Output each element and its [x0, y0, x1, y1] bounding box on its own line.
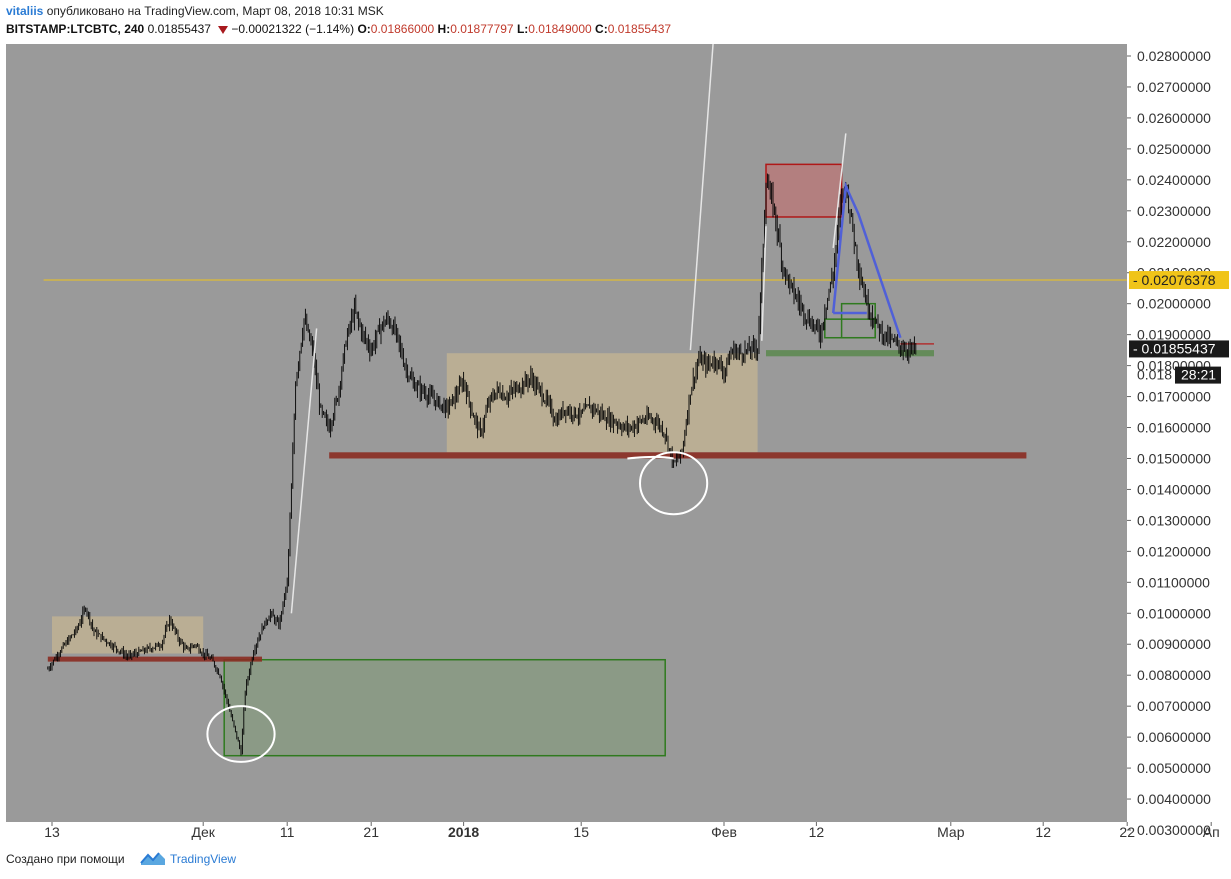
publication-info: опубликовано на TradingView.com, Март 08… — [43, 4, 384, 18]
price-mark-box-1 — [1129, 340, 1229, 358]
drawn-circle-0 — [206, 705, 276, 763]
x-tick-label-7: 12 — [809, 824, 825, 840]
x-tick-label-5: 15 — [573, 824, 589, 840]
created-with-label: Создано при помощи — [6, 852, 125, 866]
price-change: −0.00021322 (−1.14%) — [231, 22, 355, 36]
close-value: 0.01855437 — [607, 22, 672, 36]
drawn-white-line-1 — [689, 44, 714, 351]
drawn-circle-1 — [639, 451, 709, 516]
chart-header: vitaliis опубликовано на TradingView.com… — [0, 0, 1231, 44]
y-tick-label-21: 0.02400000 — [1137, 172, 1211, 188]
down-arrow-icon — [218, 25, 229, 34]
close-label: C: — [595, 22, 608, 36]
price-chart[interactable]: 0.00300000 0.00400000 0.00500000 0.00600000… — [0, 44, 1231, 843]
y-tick-label-7: 0.01000000 — [1137, 605, 1211, 621]
y-tick-label-25: 0.02800000 — [1137, 48, 1211, 64]
price-mark-box-0 — [1129, 271, 1229, 290]
y-tick-label-0: 0.00300000 — [1137, 822, 1211, 838]
y-tick-label-13: 0.01600000 — [1137, 420, 1211, 436]
y-tick-label-11: 0.01400000 — [1137, 481, 1211, 497]
x-tick-label-2: 11 — [280, 824, 295, 840]
x-tick-label-0: 13 — [44, 824, 60, 840]
y-tick-label-6: 0.00900000 — [1137, 636, 1211, 652]
low-value: 0.01849000 — [528, 22, 592, 36]
x-tick-label-3: 21 — [363, 824, 379, 840]
price-mark-box-3 — [1175, 366, 1221, 384]
y-tick-label-5: 0.00800000 — [1137, 667, 1211, 683]
last-price: 0.01855437 — [147, 22, 211, 36]
high-label: H: — [437, 22, 451, 36]
tradingview-link[interactable]: TradingView — [170, 852, 237, 866]
y-tick-label-16: 0.01900000 — [1137, 327, 1211, 343]
y-tick-label-2: 0.00500000 — [1137, 760, 1211, 776]
low-label: L: — [516, 22, 529, 36]
left-margin — [0, 44, 6, 822]
open-label: O: — [357, 22, 371, 36]
footer: Создано при помощи TradingView — [0, 843, 1231, 879]
y-tick-label-1: 0.00400000 — [1137, 791, 1211, 807]
drawn-white-line-3 — [832, 133, 847, 249]
price-mark-label-0: - 0.02076378 — [1133, 272, 1216, 288]
author-name[interactable]: vitaliis — [6, 4, 44, 18]
x-tick-label-4: 2018 — [448, 824, 479, 840]
zone-green-band-8 — [766, 350, 934, 357]
publication-line: vitaliis опубликовано на TradingView.com… — [6, 4, 384, 18]
y-tick-label-10: 0.01300000 — [1137, 512, 1211, 528]
zone-red-band-6 — [47, 656, 262, 662]
y-tick-label-24: 0.02700000 — [1137, 79, 1211, 95]
y-tick-label-12: 0.01500000 — [1137, 450, 1211, 466]
zone-green-box-3 — [223, 658, 666, 757]
y-tick-label-19: 0.02200000 — [1137, 234, 1211, 250]
zone-beige-1 — [446, 353, 758, 453]
tradingview-logo-icon — [140, 852, 165, 865]
x-tick-label-6: Фев — [711, 824, 737, 840]
ohlc-line: BITSTAMP:LTCBTC, 240 0.01855437 −0.00021… — [6, 22, 671, 36]
y-tick-label-9: 0.01200000 — [1137, 543, 1211, 559]
open-value: 0.01866000 — [370, 22, 435, 36]
y-tick-label-8: 0.01100000 — [1137, 574, 1210, 590]
price-axis-area — [1127, 44, 1231, 843]
y-tick-label-20: 0.02300000 — [1137, 203, 1211, 219]
candles — [47, 173, 917, 756]
y-tick-label-23: 0.02600000 — [1137, 110, 1211, 126]
x-tick-label-8: Мар — [937, 824, 965, 840]
y-tick-label-3: 0.00600000 — [1137, 729, 1211, 745]
price-mark-label-2: 0.018 — [1137, 367, 1172, 383]
x-tick-label-9: 12 — [1035, 824, 1051, 840]
high-value: 0.01877797 — [450, 22, 514, 36]
x-tick-label-10: 22 — [1119, 824, 1135, 840]
y-tick-label-22: 0.02500000 — [1137, 141, 1211, 157]
zone-red-box-2 — [765, 163, 843, 218]
drawn-white-line-0 — [290, 328, 318, 614]
time-axis-area — [0, 822, 1127, 843]
y-tick-label-17: 0.02000000 — [1137, 296, 1211, 312]
y-tick-label-14: 0.01700000 — [1137, 389, 1211, 405]
price-mark-label-3: 28:21 — [1181, 367, 1216, 383]
symbol-label: BITSTAMP:LTCBTC, 240 — [6, 22, 145, 36]
y-tick-label-4: 0.00700000 — [1137, 698, 1211, 714]
drawn-curve-0 — [627, 455, 674, 460]
price-mark-label-1: - 0.01855437 — [1133, 340, 1216, 356]
drawn-blue-line-4 — [831, 181, 902, 339]
x-tick-label-1: Дек — [191, 824, 215, 840]
drawn-white-line-2 — [761, 226, 767, 341]
x-tick-label-11: Ап — [1203, 824, 1220, 840]
